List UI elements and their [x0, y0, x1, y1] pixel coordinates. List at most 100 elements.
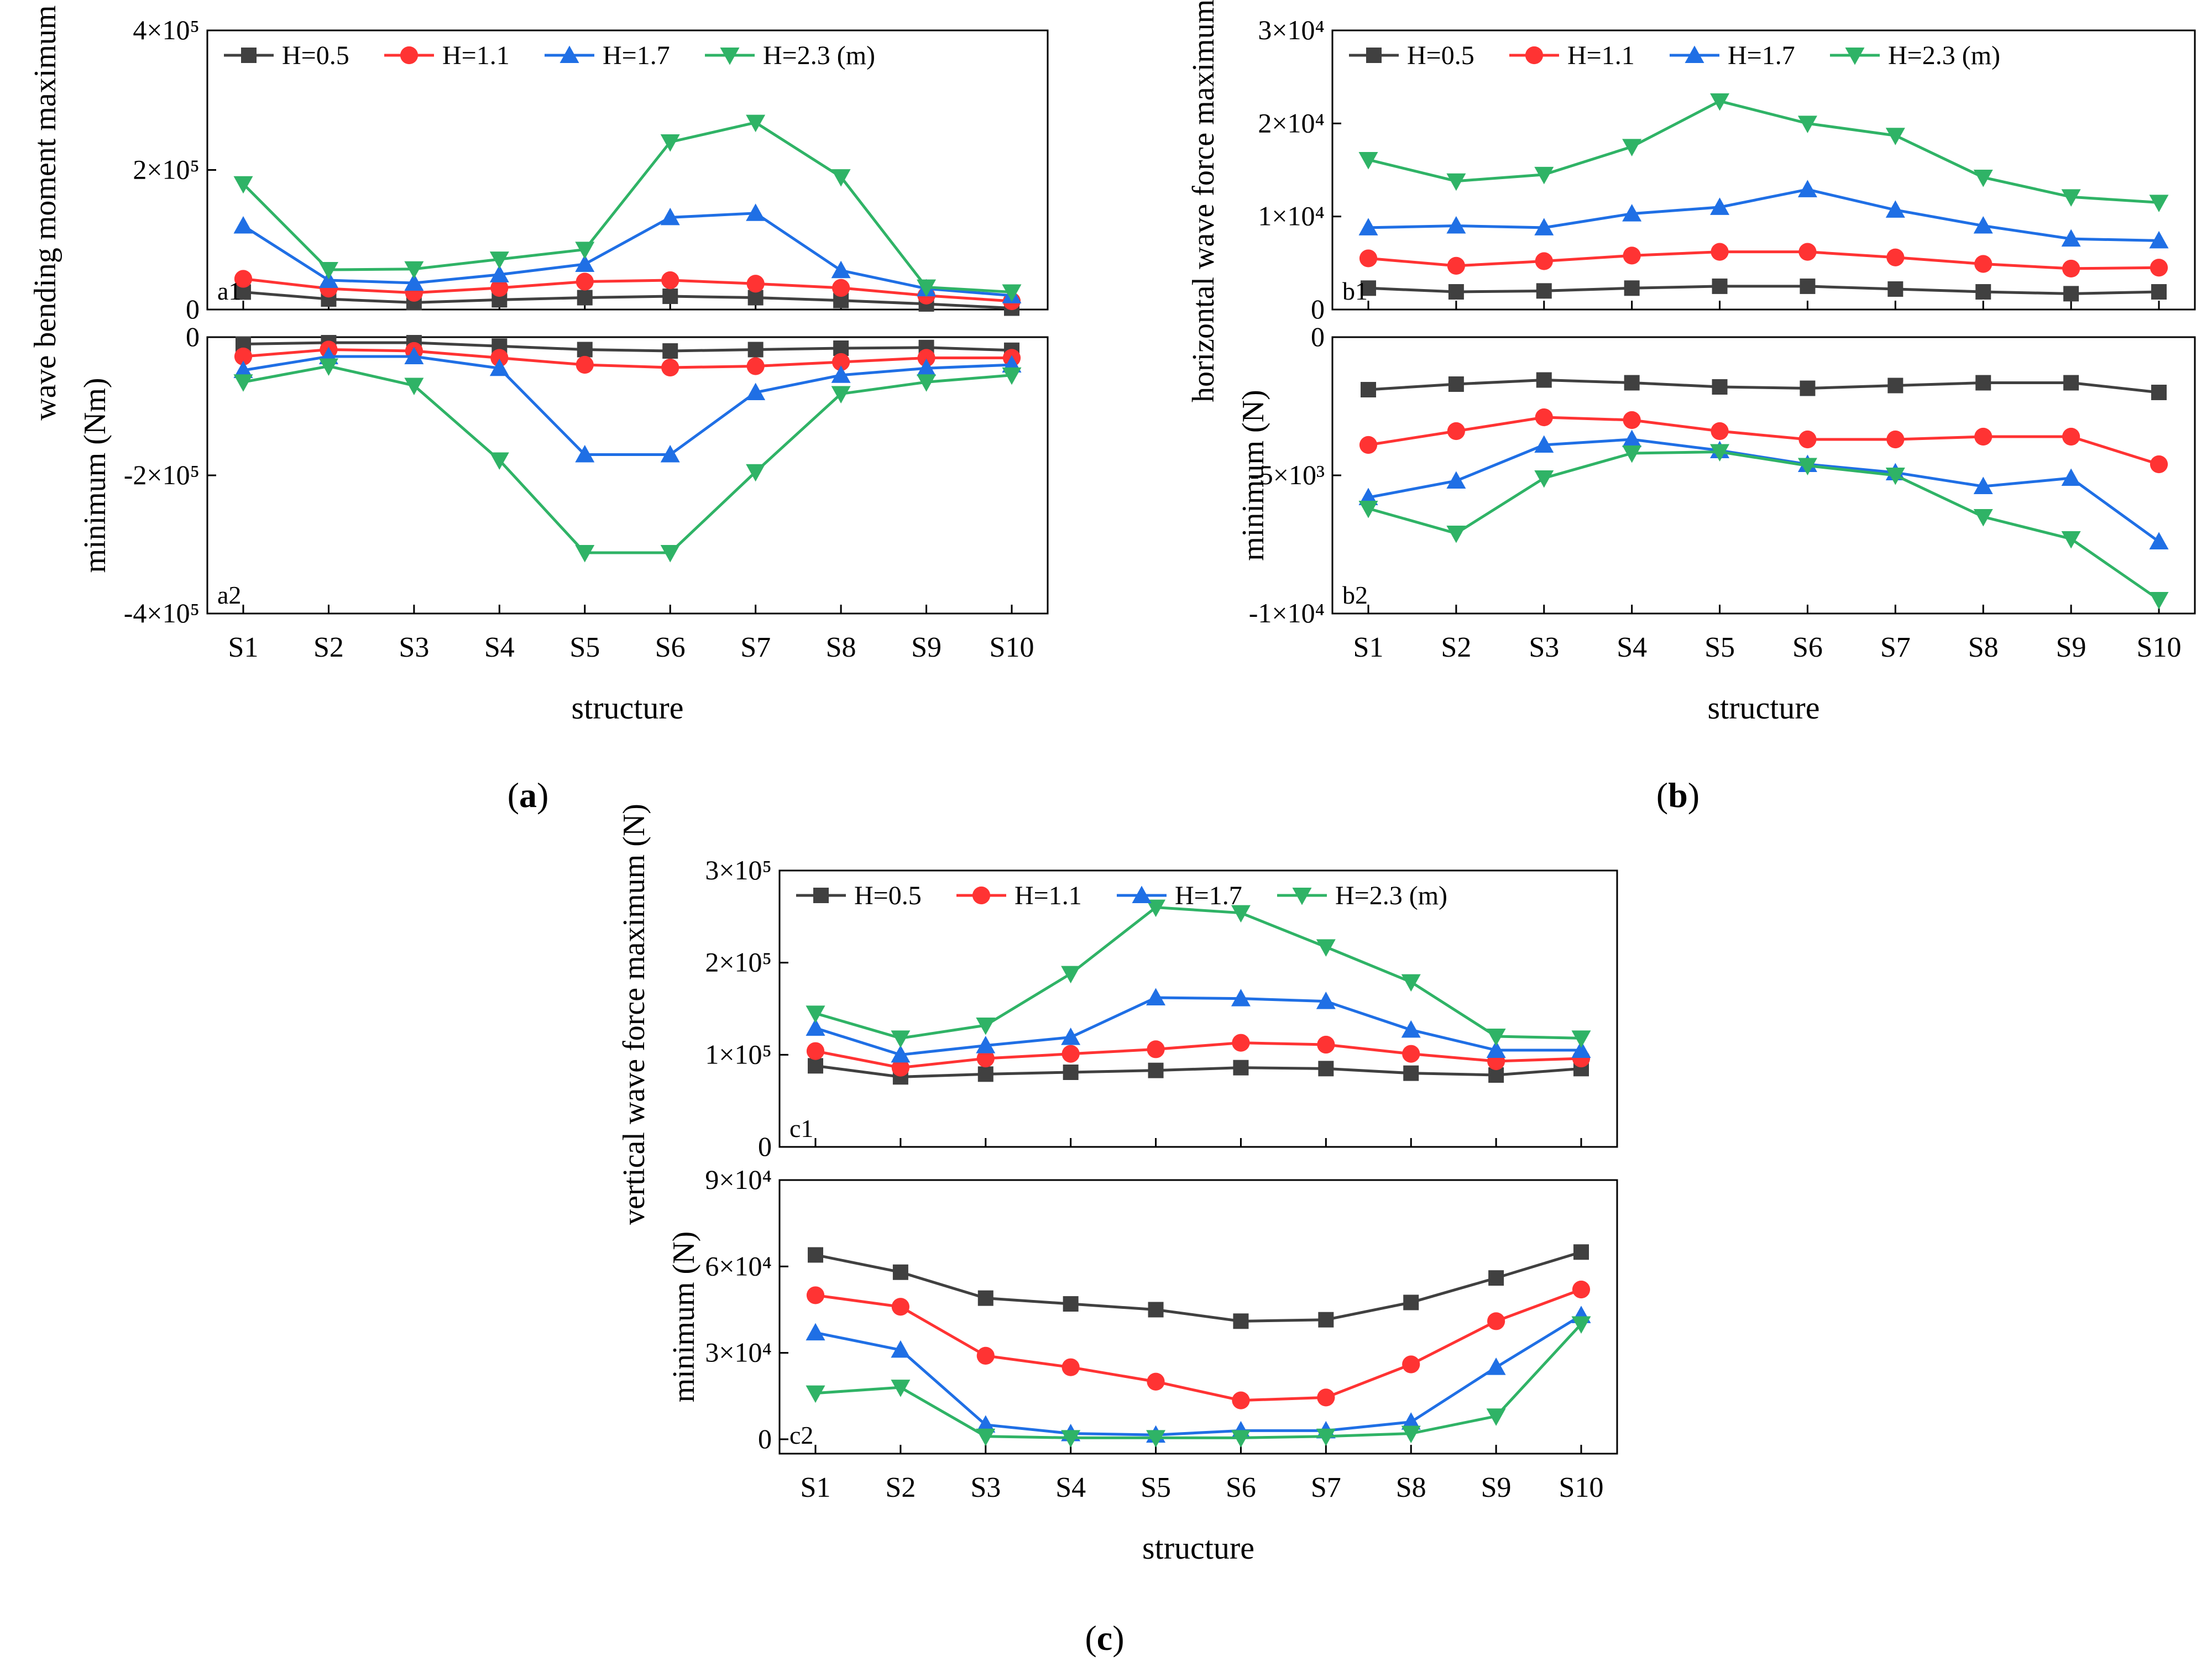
- panel-label: a2: [217, 581, 241, 609]
- data-point: [1486, 1040, 1506, 1058]
- data-point: [1623, 247, 1641, 265]
- data-point: [1622, 204, 1642, 222]
- data-point: [318, 358, 338, 376]
- plot-frame: [1331, 29, 2196, 311]
- data-point: [1361, 382, 1376, 397]
- legend-entry: H=0.5: [854, 881, 922, 910]
- data-point: [1797, 458, 1817, 475]
- chart-b: 0 1×10⁴ 2×10⁴ 3×10⁴ b1 H=0.5 H=1.1 H=1.7 H=2.3 (…: [1186, 0, 2196, 815]
- legend-entry: H=2.3 (m): [763, 41, 875, 70]
- x-tick-label: S5: [1141, 1472, 1171, 1503]
- series-line: [242, 120, 1012, 293]
- data-point: [806, 1286, 825, 1304]
- series-line: [1368, 438, 2160, 543]
- data-point: [891, 1058, 909, 1077]
- data-point: [1535, 408, 1553, 427]
- data-point: [1447, 422, 1465, 441]
- data-point: [1146, 1430, 1166, 1448]
- data-point: [1317, 1388, 1335, 1407]
- panel-b2: -1×10⁴ -5×10³ 0 b2: [1249, 321, 2196, 628]
- data-point: [917, 358, 937, 376]
- y-axis-label-upper: horizontal wave force maximum (N): [1186, 0, 1221, 402]
- series-a2-2: [233, 347, 1022, 463]
- data-point: [660, 207, 680, 226]
- data-point: [660, 134, 680, 152]
- data-point: [808, 1247, 823, 1263]
- data-point: [1061, 1358, 1080, 1376]
- data-point: [1148, 1302, 1164, 1318]
- data-point: [746, 203, 766, 221]
- data-point: [977, 1066, 993, 1082]
- data-point: [2150, 259, 2168, 277]
- series-line: [1368, 285, 2159, 295]
- data-point: [234, 347, 253, 366]
- y-tick-label: 1×10⁵: [705, 1039, 772, 1070]
- data-point: [1622, 139, 1642, 156]
- x-tick-label: S9: [2056, 632, 2087, 663]
- caption-a: (a): [508, 775, 549, 815]
- data-point: [1973, 476, 1993, 494]
- y-axis-label-lower: minimum (Nm): [78, 378, 112, 573]
- data-point: [1710, 197, 1730, 215]
- x-tick-label: S5: [1704, 632, 1735, 663]
- series-line: [243, 277, 1012, 303]
- legend-entry: H=1.7: [1175, 881, 1242, 910]
- caption-letter: a: [519, 775, 537, 815]
- series-c1-0: [808, 1058, 1589, 1085]
- data-point: [976, 1018, 996, 1035]
- data-point: [1624, 375, 1640, 391]
- data-point: [1797, 116, 1817, 133]
- data-point: [1402, 1355, 1420, 1374]
- data-point: [575, 545, 595, 563]
- data-point: [1711, 243, 1729, 261]
- data-point: [1973, 509, 1993, 527]
- data-point: [1146, 899, 1166, 918]
- data-point: [1534, 435, 1554, 453]
- series-line: [1368, 416, 2159, 466]
- series-line: [815, 1314, 1582, 1437]
- x-tick-label: S10: [2137, 632, 2182, 663]
- data-point: [1061, 1430, 1081, 1448]
- series-a2-3: [233, 358, 1022, 563]
- data-point: [233, 360, 253, 378]
- data-point: [1359, 436, 1378, 454]
- legend-entry: H=1.1: [442, 41, 510, 70]
- data-point: [660, 445, 680, 463]
- data-point: [233, 374, 253, 392]
- series-b2-3: [1358, 444, 2169, 610]
- caption-c: (c): [1085, 1618, 1124, 1658]
- data-point: [1361, 280, 1376, 296]
- data-point: [1800, 380, 1816, 396]
- y-tick-label: 0: [1311, 321, 1325, 352]
- data-point: [1534, 166, 1554, 185]
- data-point: [891, 1340, 911, 1358]
- data-point: [1446, 216, 1466, 234]
- y-tick-label: 2×10⁵: [705, 947, 772, 978]
- series-line: [815, 1064, 1582, 1078]
- x-tick-label: S8: [1968, 632, 1999, 663]
- data-point: [1710, 444, 1730, 462]
- caption-letter: c: [1097, 1618, 1112, 1658]
- plot-frame: [778, 1179, 1618, 1455]
- panel-a2: -4×10⁵ -2×10⁵ 0 a2: [124, 321, 1049, 628]
- data-point: [1886, 430, 1905, 449]
- x-tick-label: S6: [1226, 1472, 1256, 1503]
- y-tick-label: 0: [1311, 293, 1325, 324]
- caption-letter: b: [1668, 775, 1688, 815]
- data-point: [1536, 372, 1552, 388]
- data-point: [1573, 1244, 1589, 1260]
- data-point: [1886, 248, 1905, 266]
- legend-marker: [720, 48, 740, 65]
- chart-c: 0 1×10⁵ 2×10⁵ 3×10⁵ c1 H=0.5 H=1.1 H=1.7 H=2.3 (…: [617, 804, 1618, 1658]
- x-tick-label: S8: [1396, 1472, 1426, 1503]
- data-point: [1232, 1034, 1250, 1052]
- data-point: [976, 1415, 996, 1433]
- y-axis-label-lower: minimum (N): [667, 1231, 701, 1403]
- legend-marker: [241, 48, 257, 63]
- series-line: [815, 1288, 1582, 1402]
- data-point: [490, 279, 509, 297]
- data-point: [1002, 367, 1022, 385]
- legend-marker: [1366, 48, 1382, 63]
- data-point: [1401, 1425, 1421, 1444]
- legend: H=0.5 H=1.1 H=1.7 H=2.3 (m): [224, 41, 875, 70]
